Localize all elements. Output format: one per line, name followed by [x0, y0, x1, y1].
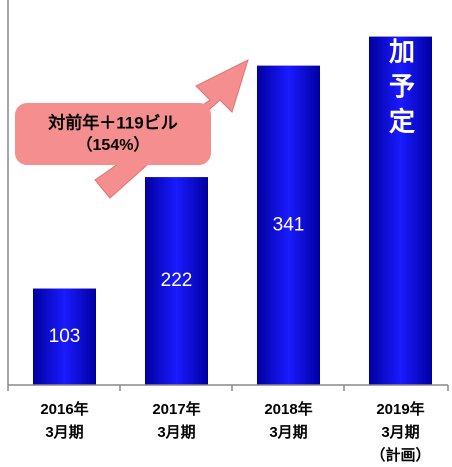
bar: [145, 177, 208, 385]
bar: [369, 36, 432, 386]
value-label: 103: [49, 326, 81, 347]
annotation: 増加予定: [386, 2, 416, 142]
callout: [15, 103, 211, 165]
x-tick-label: 2016年 3月期: [40, 401, 89, 441]
bar: [257, 65, 320, 385]
value-label: 222: [161, 270, 193, 291]
x-tick-label: 2017年 3月期: [152, 401, 201, 441]
bar: [33, 288, 96, 385]
value-label: 341: [273, 214, 305, 235]
x-tick-label: 2018年 3月期: [264, 401, 313, 441]
x-tick-label: 2019年 3月期 （計画）: [370, 401, 431, 464]
annotation: 対前年＋119ビル: [47, 112, 177, 132]
annotation: （154%）: [77, 136, 150, 154]
x-ticks: [7, 385, 449, 391]
